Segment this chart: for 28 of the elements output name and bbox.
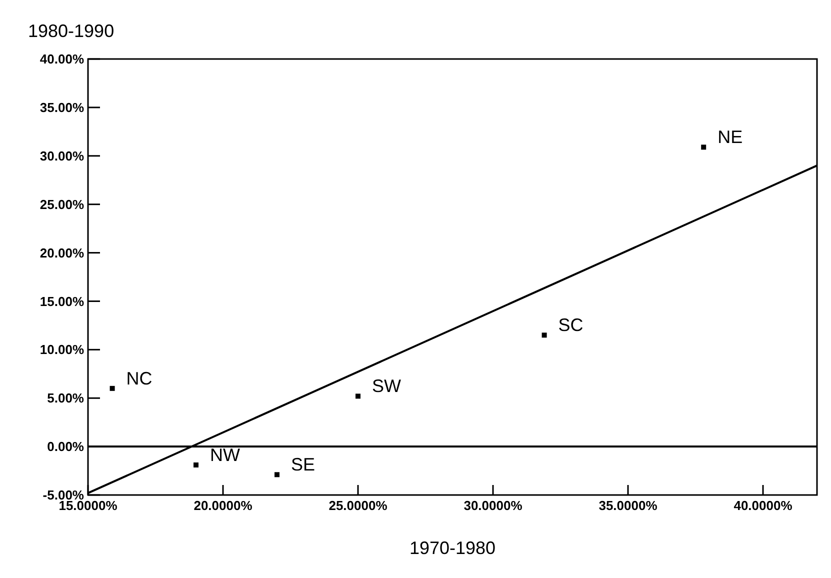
point: [194, 462, 198, 468]
annotation: SC: [558, 315, 584, 336]
x-axis-title: 1970-1980: [409, 538, 496, 558]
y-tick-label: 20.00%: [40, 245, 84, 260]
y-axis-title: 1980-1990: [28, 21, 114, 41]
point: [542, 332, 547, 338]
point: [110, 386, 115, 391]
point: [274, 472, 280, 478]
x-tick-label: 25.0000%: [328, 498, 388, 513]
annotation: SE: [291, 454, 316, 475]
y-tick-label: 10.00%: [40, 342, 84, 358]
annotation: NW: [210, 444, 240, 465]
annotation: NE: [718, 127, 743, 148]
y-tick-label: 5.00%: [47, 390, 84, 406]
y-tick-label: 30.00%: [40, 148, 84, 164]
y-tick-label: 35.00%: [40, 100, 84, 115]
annotation: NC: [126, 368, 152, 388]
x-tick-label: 40.0000%: [734, 498, 793, 513]
x-tick-label: 20.0000%: [194, 498, 253, 513]
y-tick-label: 0.00%: [47, 439, 84, 454]
point: [356, 394, 360, 399]
point: [701, 144, 706, 150]
x-tick-label: 30.0000%: [464, 498, 523, 513]
y-tick-label: 15.00%: [40, 294, 84, 309]
y-tick-label: 25.00%: [40, 196, 84, 212]
x-tick-label: 35.0000%: [598, 498, 658, 513]
annotation: SW: [372, 376, 402, 396]
y-tick-label: 40.00%: [40, 52, 84, 67]
